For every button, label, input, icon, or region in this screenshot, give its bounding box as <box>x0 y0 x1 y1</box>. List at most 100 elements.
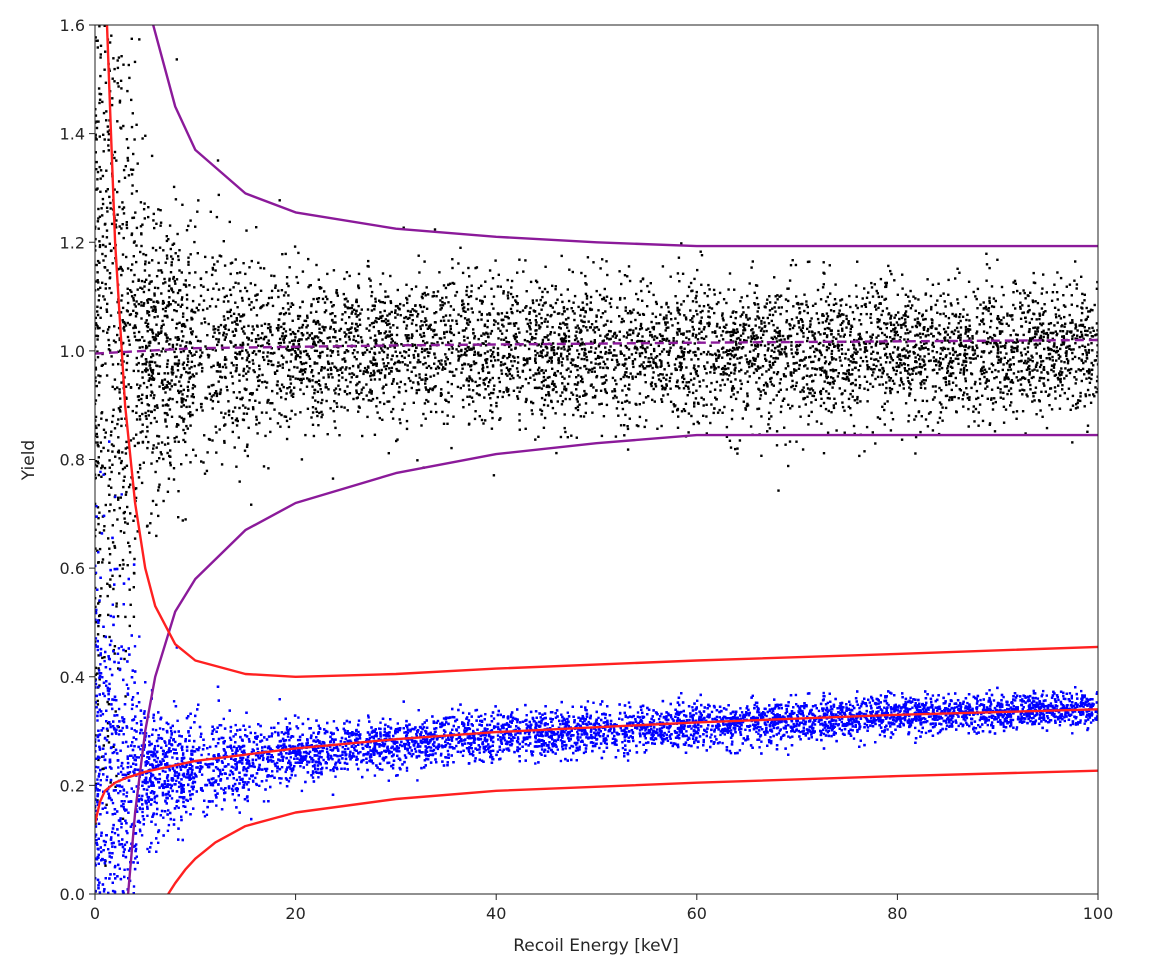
scatter-point <box>419 327 422 331</box>
scatter-point <box>444 353 447 356</box>
scatter-point <box>333 365 336 368</box>
scatter-point <box>105 190 108 193</box>
scatter-point <box>107 132 111 136</box>
scatter-point <box>638 352 641 355</box>
scatter-point <box>1040 292 1043 295</box>
scatter-point <box>329 325 332 329</box>
scatter-point <box>1040 330 1044 334</box>
scatter-point <box>222 300 226 303</box>
scatter-point <box>1079 369 1082 372</box>
scatter-point <box>939 347 943 350</box>
scatter-point <box>130 269 133 272</box>
scatter-point <box>719 389 722 392</box>
scatter-point <box>618 270 621 273</box>
scatter-point <box>625 375 628 378</box>
scatter-point <box>788 279 792 282</box>
scatter-point <box>575 376 578 379</box>
scatter-point <box>389 301 393 305</box>
scatter-point <box>877 359 880 363</box>
scatter-point <box>208 392 212 395</box>
scatter-point <box>526 322 529 326</box>
scatter-point <box>501 356 505 359</box>
scatter-point <box>323 366 326 369</box>
scatter-point <box>740 296 743 299</box>
scatter-point <box>420 424 423 427</box>
scatter-point <box>478 415 481 418</box>
scatter-point <box>382 385 385 388</box>
scatter-point <box>228 310 232 314</box>
scatter-point <box>790 318 794 321</box>
scatter-point <box>151 332 155 335</box>
scatter-point <box>619 377 623 381</box>
scatter-point <box>1065 285 1068 288</box>
scatter-point <box>875 336 878 339</box>
scatter-point <box>360 391 363 394</box>
scatter-point <box>646 305 649 308</box>
scatter-point <box>141 440 145 444</box>
scatter-point <box>180 416 183 420</box>
scatter-point <box>881 383 884 386</box>
scatter-point <box>476 318 480 322</box>
scatter-point <box>1031 300 1035 304</box>
scatter-point <box>865 425 869 429</box>
scatter-point <box>851 368 854 371</box>
scatter-point <box>836 346 840 349</box>
scatter-point <box>957 330 960 333</box>
scatter-point <box>200 460 203 463</box>
scatter-point <box>824 360 828 363</box>
scatter-point <box>197 199 200 202</box>
scatter-point <box>801 448 805 451</box>
scatter-point <box>318 384 322 387</box>
scatter-point <box>999 396 1002 399</box>
scatter-point <box>1006 312 1009 315</box>
scatter-point <box>761 365 765 368</box>
scatter-point <box>641 344 644 347</box>
scatter-point <box>1002 316 1005 319</box>
scatter-point <box>678 330 681 333</box>
scatter-point <box>857 369 860 372</box>
scatter-point <box>615 354 618 357</box>
scatter-point <box>959 341 963 345</box>
scatter-point <box>321 413 324 416</box>
scatter-point <box>356 351 359 354</box>
scatter-point <box>1001 330 1004 333</box>
scatter-point <box>239 289 242 293</box>
scatter-point <box>238 379 241 382</box>
scatter-point <box>980 350 984 353</box>
scatter-point <box>985 279 988 282</box>
scatter-point <box>524 306 527 309</box>
scatter-point <box>317 340 320 344</box>
scatter-point <box>433 228 437 231</box>
scatter-point <box>988 422 992 425</box>
scatter-point <box>390 410 393 414</box>
scatter-point <box>899 358 903 362</box>
scatter-point <box>133 537 137 540</box>
scatter-point <box>847 368 850 372</box>
scatter-point <box>293 339 296 342</box>
scatter-point <box>603 362 607 366</box>
scatter-point <box>744 408 747 411</box>
scatter-point <box>135 260 138 264</box>
scatter-point <box>1065 352 1068 355</box>
scatter-point <box>128 323 132 326</box>
scatter-point <box>1038 314 1042 317</box>
scatter-point <box>95 460 98 463</box>
scatter-point <box>516 395 519 398</box>
scatter-point <box>248 392 252 395</box>
scatter-point <box>306 407 310 410</box>
scatter-point <box>869 335 872 338</box>
scatter-point <box>1051 291 1055 294</box>
scatter-point <box>782 373 786 376</box>
scatter-point <box>243 449 247 452</box>
scatter-point <box>703 365 706 368</box>
scatter-point <box>143 217 146 220</box>
scatter-point <box>758 326 761 329</box>
scatter-point <box>171 257 174 261</box>
scatter-point <box>697 422 701 425</box>
scatter-point <box>985 308 988 311</box>
scatter-point <box>594 320 598 323</box>
scatter-point <box>117 498 120 501</box>
scatter-point <box>768 427 772 430</box>
scatter-point <box>433 352 436 355</box>
scatter-point <box>833 298 837 301</box>
